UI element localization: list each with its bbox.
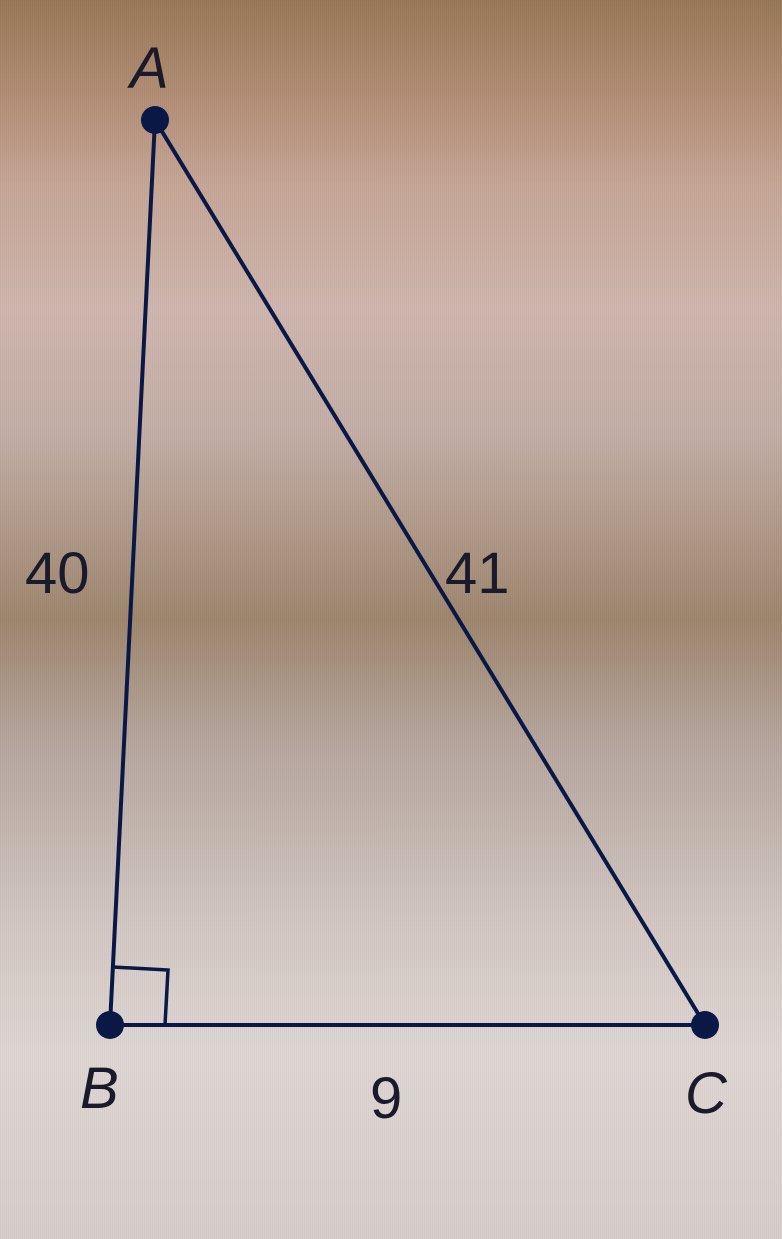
vertex-label-c: C (685, 1060, 727, 1127)
side-label-bc: 9 (370, 1065, 402, 1132)
side-label-ac: 41 (445, 540, 510, 607)
side-ac (155, 120, 705, 1025)
vertex-label-a: A (130, 35, 169, 102)
vertex-label-b: B (80, 1055, 119, 1122)
side-label-ab: 40 (25, 540, 90, 607)
side-ab (110, 120, 155, 1025)
vertex-point-c (691, 1011, 719, 1039)
triangle-diagram (0, 0, 782, 1239)
vertex-point-a (141, 106, 169, 134)
vertex-point-b (96, 1011, 124, 1039)
right-angle-marker (113, 967, 168, 1025)
